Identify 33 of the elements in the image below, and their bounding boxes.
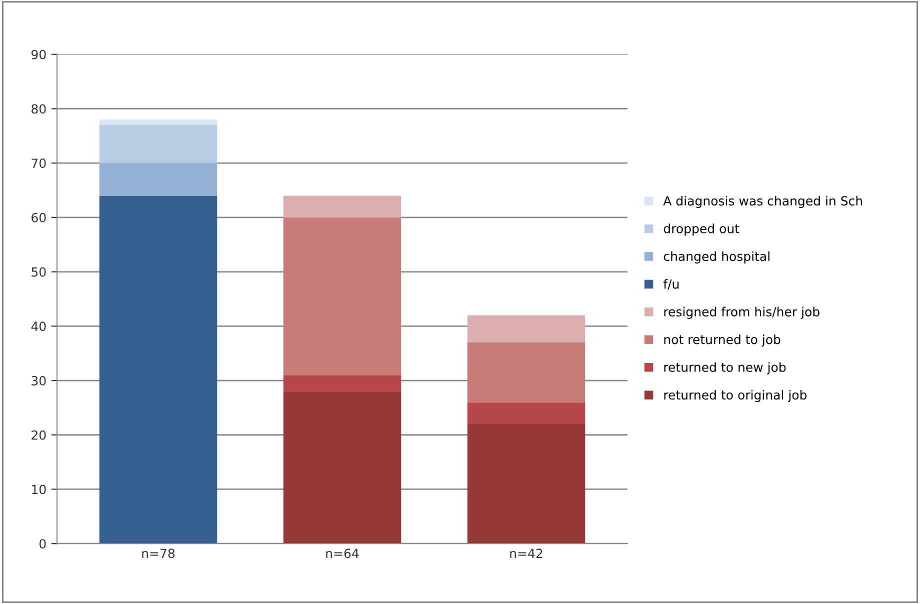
legend-label: returned to original job <box>664 390 807 402</box>
bar <box>467 424 586 544</box>
y-tick-label: 80 <box>32 104 46 114</box>
x-tick-label: n=78 <box>142 548 175 558</box>
bar <box>99 163 218 196</box>
bar <box>99 120 218 126</box>
legend-label: A diagnosis was changed in Sch <box>663 196 862 208</box>
legend-label: f/u <box>663 279 679 290</box>
bar <box>467 315 586 342</box>
y-tick-label: 30 <box>32 376 46 386</box>
bar <box>467 342 586 402</box>
bar <box>283 391 402 544</box>
bar <box>467 402 586 424</box>
y-tick-label: 20 <box>32 430 46 440</box>
bar <box>283 217 402 376</box>
legend-label: returned to new job <box>664 362 786 374</box>
bar <box>283 375 402 392</box>
y-tick-label: 40 <box>31 322 46 332</box>
y-tick-label: 0 <box>39 539 46 549</box>
x-tick-label: n=42 <box>510 548 542 558</box>
y-tick-label: 70 <box>32 158 46 168</box>
legend-label: changed hospital <box>664 251 770 264</box>
legend-label: resigned from his/her job <box>664 306 820 319</box>
bar <box>283 196 402 218</box>
y-tick-label: 10 <box>32 484 46 494</box>
y-tick-label: 50 <box>32 267 46 277</box>
bar <box>99 196 218 544</box>
legend-label: dropped out <box>664 224 740 236</box>
y-tick-label: 60 <box>32 212 46 222</box>
bar <box>99 125 218 164</box>
y-tick-label: 90 <box>32 50 46 60</box>
x-tick-label: n=64 <box>326 548 359 558</box>
legend-label: not returned to job <box>664 334 780 347</box>
